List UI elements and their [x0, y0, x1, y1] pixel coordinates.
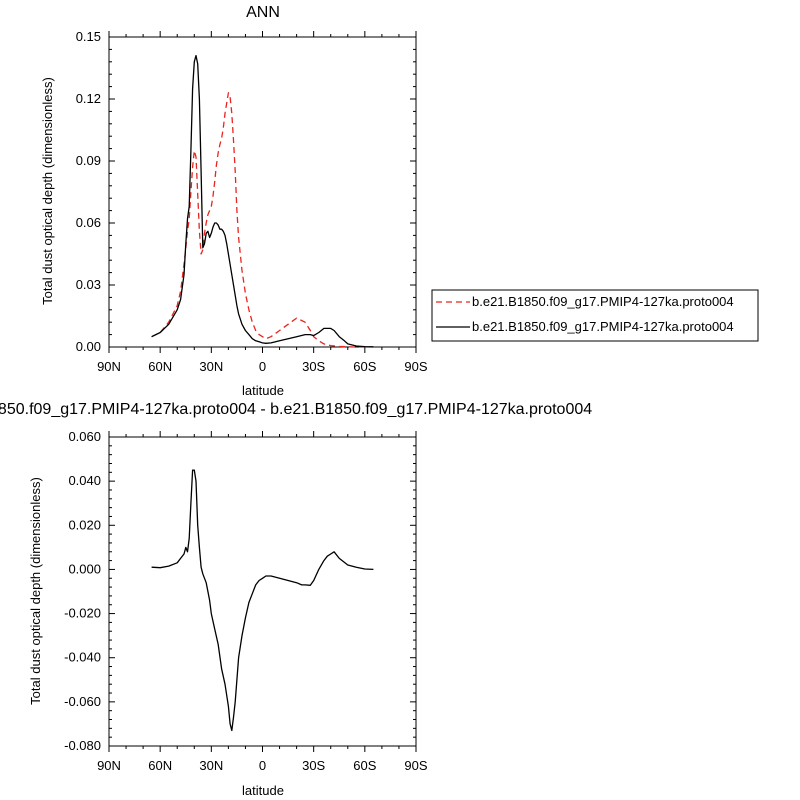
- bottom-chart-x-axis-label: latitude: [242, 783, 284, 798]
- top-x-tick-label: 30S: [302, 359, 325, 374]
- top-y-tick-label: 0.12: [76, 91, 101, 106]
- top-y-tick-label: 0.03: [76, 277, 101, 292]
- top-plot-frame: [108, 36, 417, 348]
- top-series-line-1: [151, 92, 374, 348]
- bottom-x-tick-label: 60S: [353, 758, 376, 773]
- bottom-y-tick-label: -0.060: [64, 694, 101, 709]
- bottom-y-tick-label: 0.060: [68, 429, 101, 444]
- top-y-tick-label: 0.09: [76, 153, 101, 168]
- top-x-tick-label: 0: [259, 359, 266, 374]
- bottom-x-tick-label: 90N: [97, 758, 121, 773]
- top-x-tick-label: 90N: [97, 359, 121, 374]
- bottom-chart-title: b.e21.B1850.f09_g17.PMIP4-127ka.proto004…: [0, 401, 592, 418]
- bottom-y-tick-label: 0.040: [68, 473, 101, 488]
- top-chart-title: ANN: [246, 4, 280, 21]
- legend-label-series-2: b.e21.B1850.f09_g17.PMIP4-127ka.proto004: [472, 319, 734, 334]
- top-x-tick-label: 30N: [199, 359, 223, 374]
- bottom-chart-y-axis-label: Total dust optical depth (dimensionless): [28, 477, 43, 705]
- top-y-tick-label: 0.00: [76, 339, 101, 354]
- bottom-x-tick-label: 90S: [404, 758, 427, 773]
- bottom-x-tick-label: 30N: [199, 758, 223, 773]
- legend-label-series-1: b.e21.B1850.f09_g17.PMIP4-127ka.proto004: [472, 294, 734, 309]
- top-x-tick-label: 60N: [148, 359, 172, 374]
- bottom-plot-area: -0.080 -0.060 -0.040 -0.020 0.000 0.020 0.040 0…: [64, 429, 428, 773]
- top-chart-y-axis-label: Total dust optical depth (dimensionless): [40, 77, 55, 305]
- top-x-tick-label: 90S: [404, 359, 427, 374]
- top-chart-x-axis-label: latitude: [242, 383, 284, 398]
- top-plot-area: 0.00 0.03 0.06 0.09 0.12 0.15 90N 60N 30N 0 30S 60S…: [76, 29, 428, 374]
- bottom-x-tick-label: 60N: [148, 758, 172, 773]
- top-y-tick-label: 0.06: [76, 215, 101, 230]
- bottom-y-tick-label: 0.020: [68, 517, 101, 532]
- bottom-y-tick-label: -0.080: [64, 738, 101, 753]
- bottom-y-tick-label: -0.020: [64, 606, 101, 621]
- bottom-series-line-1: [151, 469, 374, 732]
- bottom-x-tick-label: 0: [259, 758, 266, 773]
- bottom-y-tick-label: 0.000: [68, 561, 101, 576]
- top-chart-legend: b.e21.B1850.f09_g17.PMIP4-127ka.proto004…: [431, 289, 759, 342]
- bottom-y-tick-label: -0.040: [64, 650, 101, 665]
- top-series-line-2: [151, 54, 374, 348]
- bottom-x-tick-label: 30S: [302, 758, 325, 773]
- top-x-tick-label: 60S: [353, 359, 376, 374]
- top-y-tick-label: 0.15: [76, 29, 101, 44]
- legend-box: [431, 289, 759, 342]
- bottom-plot-frame: [108, 436, 417, 747]
